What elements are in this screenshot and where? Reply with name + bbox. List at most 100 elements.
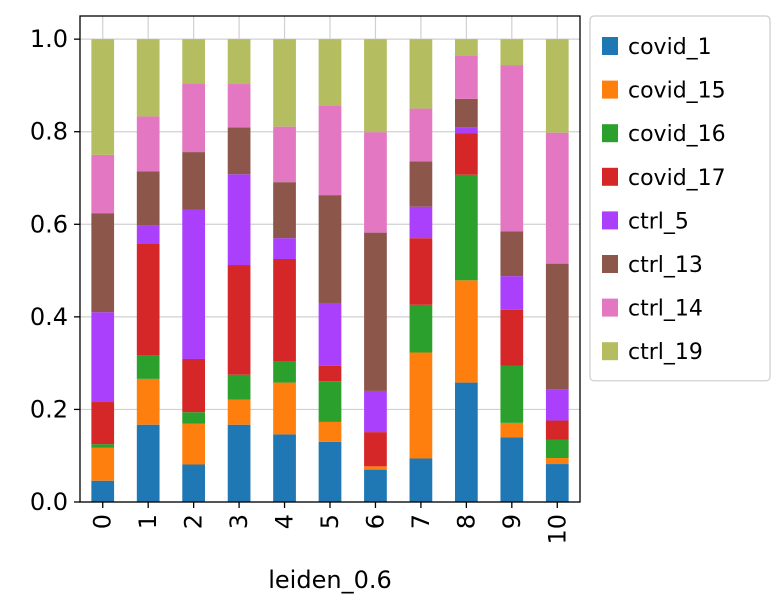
legend-swatch-covid_15 <box>602 80 618 99</box>
x-tick-label: 0 <box>89 514 117 529</box>
bar-segment-covid_16-7 <box>409 304 433 353</box>
x-tick-label: 8 <box>452 514 480 529</box>
bar-segment-ctrl_14-9 <box>500 65 524 232</box>
bar-segment-ctrl_14-6 <box>364 132 387 233</box>
legend-label-ctrl_19: ctrl_19 <box>628 340 703 365</box>
bar-segment-ctrl_14-10 <box>545 132 569 264</box>
bar-segment-covid_17-7 <box>409 238 433 305</box>
bar-segment-covid_17-4 <box>273 259 296 362</box>
bar-segment-covid_17-2 <box>182 358 205 413</box>
legend-label-covid_15: covid_15 <box>628 79 726 104</box>
bar-segment-covid_16-4 <box>273 361 296 383</box>
bar-segment-covid_17-5 <box>318 365 342 382</box>
bar-segment-covid_1-5 <box>318 441 342 502</box>
bar-segment-ctrl_14-2 <box>182 83 205 153</box>
bar-segment-ctrl_19-0 <box>91 39 115 155</box>
bar-segment-ctrl_13-2 <box>182 152 205 210</box>
bar-segment-covid_17-9 <box>500 309 524 366</box>
bar-segment-covid_16-2 <box>182 412 205 424</box>
x-tick-label: 10 <box>543 514 571 545</box>
legend-label-covid_16: covid_16 <box>628 122 726 147</box>
bar-segment-ctrl_13-8 <box>455 98 478 128</box>
x-axis-ticks: 0 1 2 3 4 5 6 7 8 9 10 <box>89 502 571 545</box>
bar-segment-ctrl_19-7 <box>409 39 433 109</box>
bar-segment-ctrl_14-3 <box>227 84 251 128</box>
bar-segment-covid_17-8 <box>455 133 478 175</box>
y-tick-label: 1.0 <box>30 25 68 53</box>
bar-segment-ctrl_5-7 <box>409 206 433 239</box>
legend: covid_1 covid_15 covid_16 covid_17 ctrl_5ctr… <box>589 15 771 382</box>
bar-segment-ctrl_5-8 <box>455 127 478 134</box>
legend-swatch-covid_17 <box>602 167 618 186</box>
bar-segment-covid_15-0 <box>91 447 115 481</box>
y-tick-label: 0.4 <box>30 303 68 331</box>
legend-label-ctrl_5: ctrl_5 <box>628 209 689 234</box>
bar-segment-ctrl_13-10 <box>545 263 569 390</box>
x-tick-label: 6 <box>361 514 389 529</box>
bar-segment-ctrl_19-5 <box>318 39 342 106</box>
bar-segment-ctrl_14-4 <box>273 126 296 183</box>
legend-label-covid_1: covid_1 <box>628 35 712 60</box>
bar-segment-ctrl_5-10 <box>545 389 569 421</box>
plot-frame <box>79 15 581 503</box>
bar-segment-ctrl_19-2 <box>182 39 205 84</box>
legend-swatch-ctrl_19 <box>602 342 618 361</box>
bar-segment-covid_15-8 <box>455 280 478 383</box>
bar-segment-ctrl_19-4 <box>273 39 296 127</box>
bar-segment-covid_16-9 <box>500 365 524 423</box>
bar-segment-ctrl_5-9 <box>500 276 524 310</box>
bar-segment-ctrl_13-1 <box>136 171 160 226</box>
bar-segment-covid_17-1 <box>136 243 160 356</box>
legend-swatch-covid_16 <box>602 124 618 143</box>
bar-segment-covid_15-10 <box>545 458 569 465</box>
bar-segment-ctrl_13-7 <box>409 161 433 207</box>
bar-segment-covid_15-6 <box>364 466 387 470</box>
bar-segment-covid_16-1 <box>136 355 160 379</box>
bar-segment-covid_17-10 <box>545 420 569 440</box>
bar-segment-covid_16-8 <box>455 174 478 281</box>
x-tick-label: 4 <box>271 514 299 529</box>
bar-segment-covid_1-1 <box>136 424 160 502</box>
bar-segment-ctrl_14-0 <box>91 154 115 214</box>
legend-swatch-ctrl_13 <box>602 255 618 273</box>
bar-segment-covid_1-10 <box>545 464 569 502</box>
bar-segment-ctrl_14-1 <box>136 116 160 172</box>
bar-segment-covid_16-0 <box>91 444 115 448</box>
bar-segment-covid_17-3 <box>227 265 251 375</box>
bar-segment-covid_15-2 <box>182 423 205 465</box>
bar-segment-ctrl_19-3 <box>227 39 251 85</box>
bar-segment-ctrl_13-6 <box>364 232 387 391</box>
bar-segment-ctrl_5-1 <box>136 225 160 244</box>
x-tick-label: 3 <box>225 514 253 529</box>
y-tick-label: 0.2 <box>30 395 68 423</box>
bar-segment-ctrl_5-4 <box>273 238 296 259</box>
bar-segment-ctrl_13-5 <box>318 195 342 303</box>
bar-segment-ctrl_5-2 <box>182 209 205 359</box>
bar-segment-ctrl_13-3 <box>227 127 251 175</box>
bar-segment-ctrl_13-4 <box>273 182 296 239</box>
legend-label-ctrl_14: ctrl_14 <box>628 297 703 322</box>
bar-segment-covid_16-10 <box>545 439 569 459</box>
bar-segment-covid_15-5 <box>318 421 342 442</box>
bars <box>91 39 569 502</box>
bar-segment-covid_15-4 <box>273 382 296 435</box>
bar-segment-covid_15-9 <box>500 422 524 438</box>
legend-box <box>589 15 771 382</box>
x-axis-label: leiden_0.6 <box>268 566 391 594</box>
x-tick-label: 7 <box>407 514 435 529</box>
bar-segment-covid_16-3 <box>227 374 251 400</box>
legend-swatch-ctrl_5 <box>602 211 618 230</box>
bar-segment-covid_1-8 <box>455 382 478 502</box>
bar-segment-ctrl_5-6 <box>364 390 387 433</box>
bar-segment-covid_1-6 <box>364 469 387 502</box>
bar-segment-covid_15-7 <box>409 352 433 459</box>
bar-segment-ctrl_5-5 <box>318 302 342 366</box>
bar-segment-ctrl_13-0 <box>91 213 115 313</box>
bar-segment-covid_1-9 <box>500 437 524 502</box>
bar-segment-covid_15-3 <box>227 399 251 425</box>
bar-segment-covid_1-4 <box>273 434 296 502</box>
bar-segment-covid_1-7 <box>409 458 433 502</box>
legend-swatch-ctrl_14 <box>602 298 618 317</box>
legend-label-ctrl_13: ctrl_13 <box>628 253 703 278</box>
